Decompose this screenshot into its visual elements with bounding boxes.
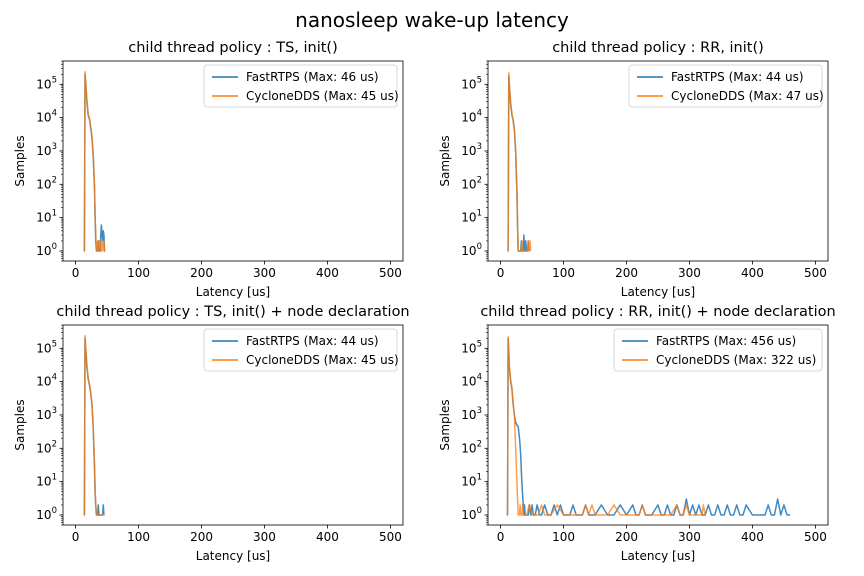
y-tick-label: 104: [36, 109, 57, 125]
x-axis-label: Latency [us]: [196, 549, 270, 563]
series-line-cyclonedds: [507, 72, 532, 252]
x-tick-label: 300: [253, 530, 276, 544]
legend-label-cyclonedds: CycloneDDS (Max: 47 us): [671, 89, 824, 103]
y-axis-label: Samples: [13, 135, 27, 186]
legend: FastRTPS (Max: 46 us) CycloneDDS (Max: 45…: [203, 64, 399, 108]
y-tick-label: 100: [36, 242, 57, 258]
legend-label-cyclonedds: CycloneDDS (Max: 45 us): [246, 353, 399, 367]
x-tick-label: 400: [741, 266, 764, 280]
x-tick-label: 500: [379, 530, 402, 544]
y-axis-label: Samples: [438, 399, 452, 450]
y-tick-label: 104: [461, 109, 482, 125]
legend: FastRTPS (Max: 44 us) CycloneDDS (Max: 47…: [628, 64, 824, 108]
x-tick-label: 200: [190, 530, 213, 544]
x-tick-label: 500: [804, 530, 827, 544]
y-tick-label: 100: [461, 506, 482, 522]
legend-box: [613, 328, 823, 372]
x-tick-label: 200: [615, 530, 638, 544]
x-tick-label: 200: [615, 266, 638, 280]
x-tick-label: 0: [72, 530, 80, 544]
legend-label-fastrtps: FastRTPS (Max: 44 us): [246, 334, 379, 348]
y-tick-label: 100: [461, 242, 482, 258]
x-tick-label: 0: [72, 266, 80, 280]
x-tick-label: 300: [253, 266, 276, 280]
chart-title: child thread policy : RR, init(): [552, 40, 764, 56]
legend-box: [203, 64, 398, 108]
x-tick-label: 100: [552, 266, 575, 280]
series-line-cyclonedds: [83, 334, 105, 516]
legend-label-fastrtps: FastRTPS (Max: 46 us): [246, 70, 379, 84]
chart-panel: child thread policy : RR, init() + node …: [438, 304, 836, 563]
x-tick-label: 100: [127, 530, 150, 544]
y-tick-label: 105: [461, 75, 482, 91]
chart-title: child thread policy : TS, init(): [128, 40, 338, 56]
x-tick-label: 500: [379, 266, 402, 280]
legend: FastRTPS (Max: 44 us) CycloneDDS (Max: 45…: [203, 328, 399, 372]
x-tick-label: 100: [127, 266, 150, 280]
x-tick-label: 0: [497, 266, 505, 280]
legend-label-fastrtps: FastRTPS (Max: 44 us): [671, 70, 804, 84]
y-tick-label: 102: [461, 175, 482, 191]
x-tick-label: 400: [316, 266, 339, 280]
legend-box: [203, 328, 398, 372]
y-tick-label: 103: [36, 142, 57, 158]
chart-panel: child thread policy : TS, init() 0 100 200 3…: [13, 40, 404, 299]
legend-box: [628, 64, 823, 108]
x-tick-label: 100: [552, 530, 575, 544]
y-tick-label: 101: [36, 473, 57, 489]
x-tick-label: 500: [804, 266, 827, 280]
y-tick-label: 102: [36, 439, 57, 455]
y-tick-label: 105: [36, 75, 57, 91]
y-tick-label: 105: [461, 339, 482, 355]
chart-title: child thread policy : RR, init() + node …: [480, 304, 835, 320]
y-tick-label: 102: [461, 439, 482, 455]
x-tick-label: 300: [678, 266, 701, 280]
y-tick-label: 104: [461, 373, 482, 389]
chart-panel: child thread policy : TS, init() + node …: [13, 304, 410, 563]
y-tick-label: 101: [36, 209, 57, 225]
series-line-cyclonedds: [506, 336, 706, 516]
legend: FastRTPS (Max: 456 us) CycloneDDS (Max: 3…: [613, 328, 823, 372]
y-tick-label: 105: [36, 339, 57, 355]
x-tick-label: 400: [316, 530, 339, 544]
legend-label-cyclonedds: CycloneDDS (Max: 322 us): [656, 353, 816, 367]
x-axis-label: Latency [us]: [621, 285, 695, 299]
x-axis-label: Latency [us]: [621, 549, 695, 563]
x-tick-label: 300: [678, 530, 701, 544]
y-tick-label: 101: [461, 209, 482, 225]
y-tick-label: 103: [461, 406, 482, 422]
x-tick-label: 200: [190, 266, 213, 280]
y-tick-label: 102: [36, 175, 57, 191]
chart-title: child thread policy : TS, init() + node …: [56, 304, 409, 320]
series-line-cyclonedds: [83, 70, 106, 252]
x-axis-label: Latency [us]: [196, 285, 270, 299]
x-tick-label: 400: [741, 530, 764, 544]
legend-label-cyclonedds: CycloneDDS (Max: 45 us): [246, 89, 399, 103]
y-tick-label: 104: [36, 373, 57, 389]
y-axis-label: Samples: [438, 135, 452, 186]
chart-panel: child thread policy : RR, init() 0 100 200 3…: [438, 40, 829, 299]
y-tick-label: 103: [36, 406, 57, 422]
y-axis-label: Samples: [13, 399, 27, 450]
legend-label-fastrtps: FastRTPS (Max: 456 us): [656, 334, 796, 348]
y-tick-label: 100: [36, 506, 57, 522]
y-tick-label: 101: [461, 473, 482, 489]
y-tick-label: 103: [461, 142, 482, 158]
x-tick-label: 0: [497, 530, 505, 544]
figure-suptitle: nanosleep wake-up latency: [295, 8, 569, 32]
